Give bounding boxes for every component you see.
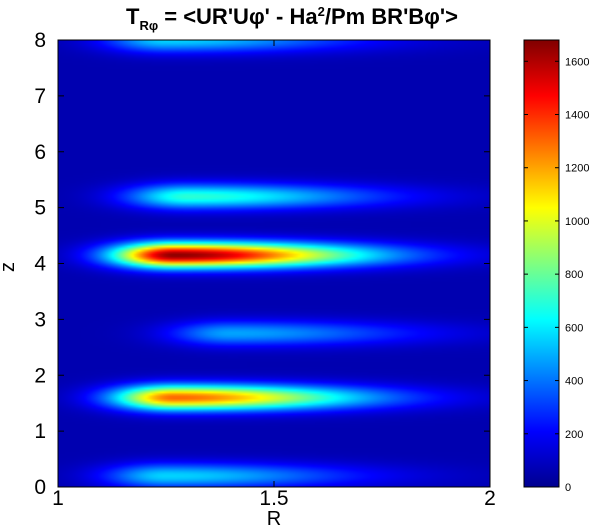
y-tick-label: 2 — [34, 364, 46, 387]
colorbar-tick-label: 800 — [565, 269, 583, 281]
y-axis-label: z — [0, 262, 19, 272]
y-tick-label: 1 — [34, 420, 46, 443]
colorbar-tick-label: 0 — [565, 482, 571, 494]
chart-title: TRφ = <UR'Uφ' - Ha2/Pm BR'Bφ'> — [126, 4, 458, 33]
y-tick-label: 7 — [34, 85, 46, 108]
y-axis: 0 1 2 3 4 5 6 7 8 — [34, 29, 490, 499]
y-tick-label: 6 — [34, 141, 46, 164]
x-axis-label: R — [267, 508, 281, 527]
colorbar-ticks: 0 200 400 600 800 1000 1200 1400 1600 — [524, 56, 589, 494]
colorbar-tick-label: 200 — [565, 429, 583, 441]
y-tick-label: 4 — [34, 253, 46, 276]
colorbar-tick-label: 600 — [565, 322, 583, 334]
y-tick-label: 3 — [34, 308, 46, 331]
y-tick-label: 8 — [34, 29, 46, 52]
x-axis: 1 1.5 2 — [52, 40, 496, 510]
heatmap-image — [58, 40, 490, 487]
x-tick-label: 1.5 — [259, 487, 288, 510]
colorbar-gradient — [523, 39, 560, 488]
x-tick-label: 2 — [484, 487, 496, 510]
plot-area — [57, 39, 491, 488]
colorbar-tick-label: 1200 — [565, 163, 589, 175]
colorbar-tick-label: 1000 — [565, 216, 589, 228]
colorbar-tick-label: 1400 — [565, 110, 589, 122]
y-tick-label: 0 — [34, 476, 46, 499]
y-tick-label: 5 — [34, 197, 46, 220]
colorbar: 0 200 400 600 800 1000 1200 1400 1600 — [523, 39, 589, 494]
colorbar-tick-label: 400 — [565, 376, 583, 388]
colorbar-tick-label: 1600 — [565, 56, 589, 68]
x-tick-label: 1 — [52, 487, 64, 510]
